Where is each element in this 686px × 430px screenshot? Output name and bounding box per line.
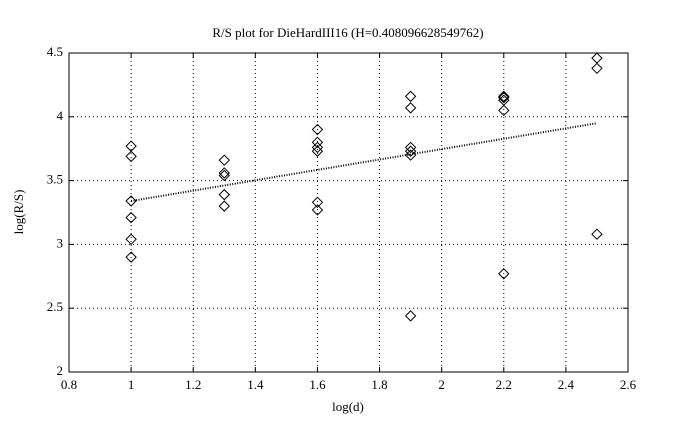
y-tick-label: 3.5 <box>47 172 63 187</box>
point <box>311 145 324 157</box>
point <box>218 167 230 179</box>
point <box>218 169 230 182</box>
y-tick-label: 4 <box>57 108 64 123</box>
point <box>591 52 603 64</box>
point <box>311 123 324 136</box>
point <box>498 90 510 103</box>
fit-line <box>130 122 598 203</box>
point <box>404 90 417 103</box>
x-tick-label: 2.6 <box>620 377 637 392</box>
point <box>218 154 230 166</box>
point <box>404 145 417 157</box>
x-tick-label: 1 <box>128 377 135 392</box>
y-axis-label: log(R/S) <box>11 190 26 235</box>
point <box>311 204 324 216</box>
point <box>404 141 417 154</box>
point <box>218 188 230 201</box>
y-tick-label: 2.5 <box>47 299 63 314</box>
point <box>125 150 137 163</box>
point <box>125 233 137 246</box>
x-axis-label: log(d) <box>332 399 364 414</box>
chart-title: R/S plot for DieHardIII16 (H=0.408096628… <box>212 25 483 40</box>
point <box>591 62 603 75</box>
point <box>498 268 510 280</box>
point <box>404 102 417 114</box>
plot-frame <box>68 52 629 373</box>
y-tick-label: 3 <box>57 235 64 250</box>
point <box>218 200 230 212</box>
x-tick-label: 1.2 <box>185 377 201 392</box>
x-tick-label: 2.2 <box>496 377 512 392</box>
x-tick-label: 1.8 <box>371 377 387 392</box>
x-tick-label: 0.8 <box>61 377 77 392</box>
point <box>125 195 137 207</box>
point <box>311 136 324 149</box>
y-tick-label: 4.5 <box>47 44 63 59</box>
point <box>591 228 603 240</box>
point <box>498 104 510 117</box>
x-tick-label: 2 <box>438 377 445 392</box>
y-tick-label: 2 <box>57 363 64 378</box>
x-tick-label: 2.4 <box>558 377 575 392</box>
point <box>125 211 137 224</box>
point <box>498 91 510 104</box>
point <box>404 149 417 161</box>
x-tick-label: 1.6 <box>309 377 326 392</box>
point <box>311 141 324 154</box>
x-tick-label: 1.4 <box>247 377 264 392</box>
point <box>125 251 137 263</box>
point <box>311 196 324 208</box>
point <box>404 310 417 322</box>
